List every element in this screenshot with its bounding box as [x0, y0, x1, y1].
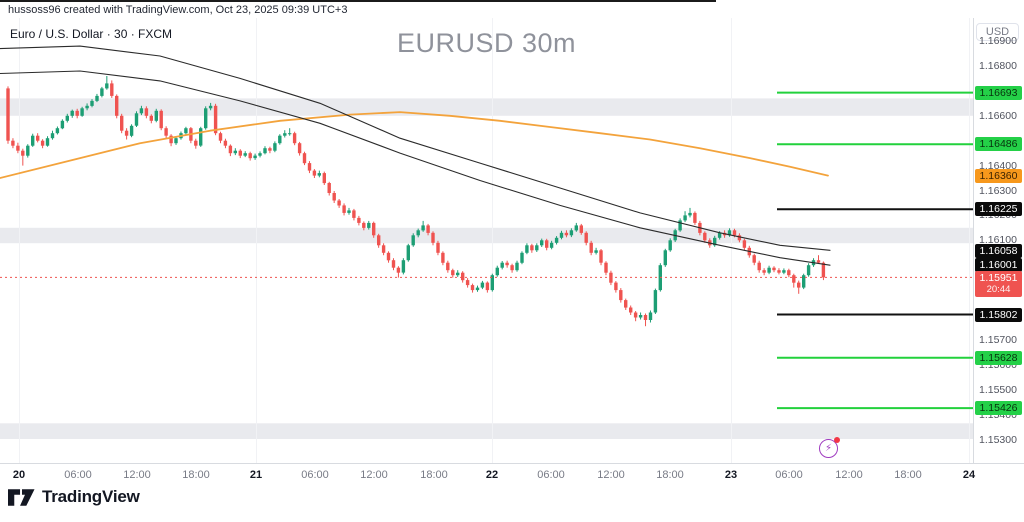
- time-axis[interactable]: 20 06:00 12:00 18:00 21 06:00 12:00 18:00 22 06:0…: [0, 463, 1024, 485]
- attribution-text: hussoss96 created with TradingView.com, …: [8, 4, 348, 16]
- time-tick: 23: [724, 469, 738, 481]
- time-tick: 12:00: [123, 469, 151, 481]
- price-level-badge: 1.16225: [975, 202, 1022, 217]
- price-tick: 1.16600: [979, 109, 1017, 122]
- tradingview-logo-text: TradingView: [42, 487, 140, 506]
- time-tick: 12:00: [597, 469, 625, 481]
- tradingview-logo[interactable]: TradingView: [8, 487, 140, 507]
- price-tick: 1.15300: [979, 433, 1017, 446]
- price-axis[interactable]: 1.169001.168001.166001.164001.163001.162…: [973, 0, 1024, 522]
- price-tick: 1.15500: [979, 383, 1017, 396]
- moving-averages: [0, 45, 831, 266]
- flash-button[interactable]: ⚡: [819, 437, 840, 458]
- time-tick: 06:00: [775, 469, 803, 481]
- price-level-badge: 1.16693: [975, 85, 1022, 100]
- time-tick: 06:00: [64, 469, 92, 481]
- last-price-badge: 1.15951 20:44: [975, 270, 1022, 297]
- time-tick: 12:00: [360, 469, 388, 481]
- time-tick: 12:00: [835, 469, 863, 481]
- ma-orange-slow[interactable]: [0, 111, 829, 179]
- key-levels: [777, 91, 973, 410]
- price-level-badge: 1.15628: [975, 350, 1022, 365]
- chart-watermark-title: EURUSD 30m: [396, 28, 577, 58]
- ma-black-upper[interactable]: [0, 45, 831, 251]
- time-tick: 18:00: [420, 469, 448, 481]
- time-tick: 18:00: [656, 469, 684, 481]
- price-tick: 1.16800: [979, 60, 1017, 72]
- price-tick: 1.16100: [979, 234, 1017, 247]
- symbol-legend[interactable]: Euro / U.S. Dollar · 30 · FXCM: [10, 27, 173, 41]
- time-tick: 22: [485, 469, 499, 481]
- price-level-badge: 1.16001: [975, 258, 1022, 272]
- price-level-badge: 1.16058: [975, 243, 1022, 258]
- time-tick: 06:00: [301, 469, 329, 481]
- price-level-badge: 1.16360: [975, 168, 1022, 183]
- time-tick: 18:00: [894, 469, 922, 481]
- price-tick: 1.16900: [979, 35, 1017, 48]
- time-tick: 06:00: [537, 469, 565, 481]
- notification-dot: [834, 437, 840, 443]
- price-level-badge: 1.15802: [975, 307, 1022, 322]
- price-tick: 1.16300: [979, 184, 1017, 197]
- currency-toggle-button[interactable]: USD: [976, 23, 1019, 41]
- time-tick: 24: [962, 469, 976, 481]
- ma-black-lower[interactable]: [0, 70, 831, 266]
- price-level-badge: 1.15426: [975, 401, 1022, 416]
- price-level-badge: 1.16486: [975, 137, 1022, 152]
- time-tick: 20: [12, 469, 26, 481]
- price-tick: 1.15700: [979, 333, 1017, 346]
- supply-demand-zones: [0, 98, 973, 439]
- time-tick: 21: [249, 469, 263, 481]
- time-tick: 18:00: [182, 469, 210, 481]
- lightning-bolt-icon: ⚡: [824, 442, 833, 454]
- top-border-line: [0, 0, 716, 2]
- tradingview-logo-mark: [8, 488, 35, 506]
